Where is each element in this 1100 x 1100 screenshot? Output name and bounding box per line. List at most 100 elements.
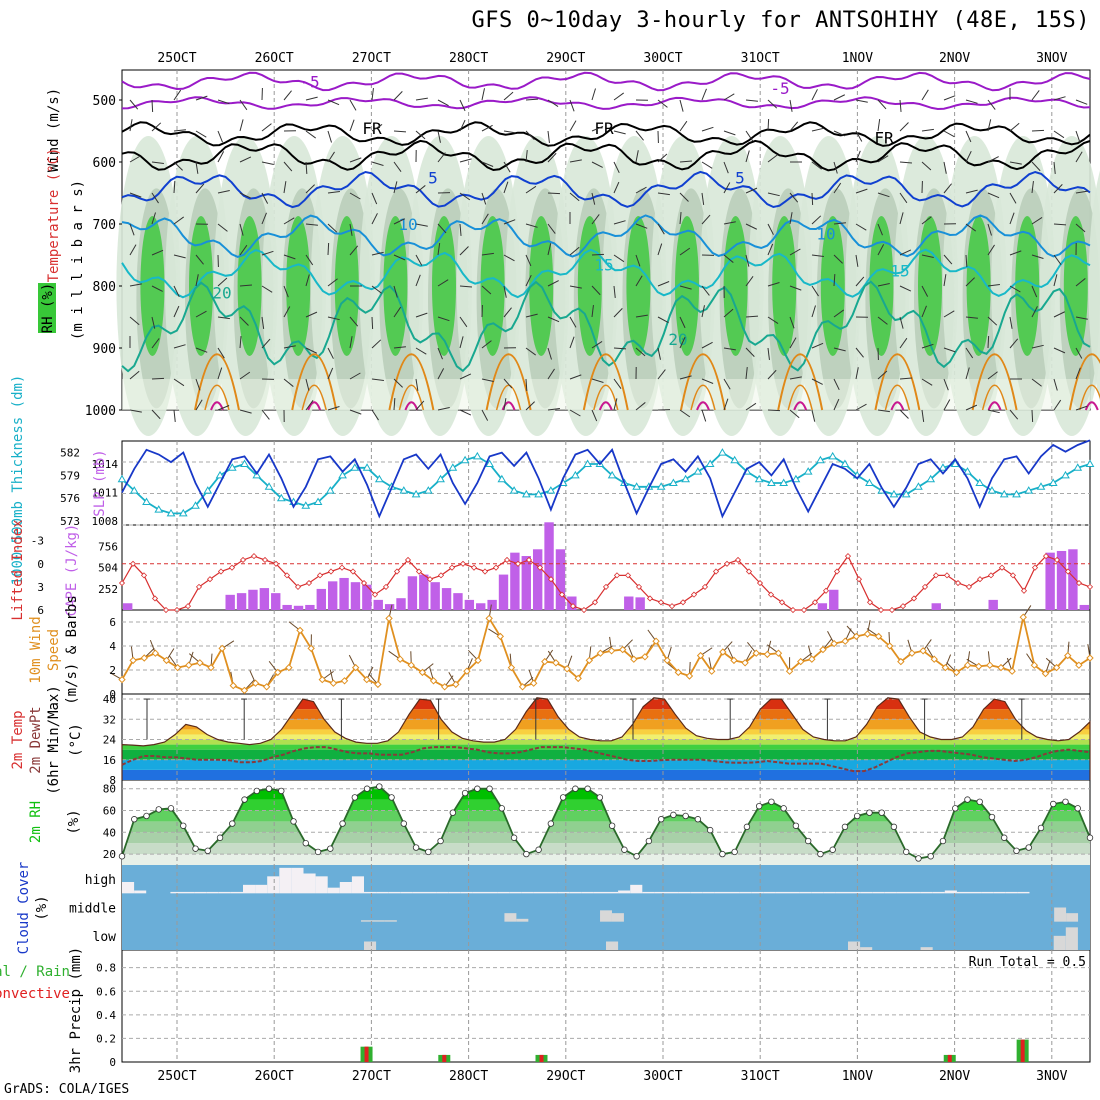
wind-barb: [679, 285, 692, 290]
wind-barb: [569, 316, 577, 328]
thickness-marker: [803, 467, 813, 475]
cloud-bar-high: [291, 867, 304, 894]
wind-barb: [151, 316, 156, 329]
wind10m-marker: [886, 642, 894, 650]
rh2m-marker: [559, 794, 567, 801]
wind-barb: [305, 274, 310, 287]
wind-barb: [481, 213, 489, 225]
slp-axis-label: SLP (mb): [92, 449, 108, 516]
contour-label: -5: [770, 79, 789, 98]
warm-contour: [1068, 353, 1100, 411]
rh-tick-label: 80: [103, 783, 116, 796]
wind-barb: [437, 368, 445, 380]
cape-bar: [510, 552, 520, 610]
contour-label: -5: [300, 73, 319, 92]
x-tick-label-top: 1NOV: [842, 51, 873, 66]
wind-barb: [371, 316, 374, 330]
wind10m-marker: [351, 663, 360, 672]
thickness-marker: [1061, 470, 1070, 479]
wind-barb: [195, 130, 207, 138]
wind-barb: [217, 99, 230, 105]
temp-band: [122, 699, 1090, 710]
wind-barb: [987, 192, 1000, 199]
temp-tick-label: 40: [103, 693, 116, 706]
x-tick-label-top: 29OCT: [546, 51, 585, 66]
wind-barb: [481, 409, 489, 421]
wind-barb: [481, 252, 494, 256]
precip-convective-bar: [539, 1054, 544, 1062]
wind-barb: [1053, 311, 1066, 318]
wind-barb: [635, 254, 641, 267]
precip-frame: [121, 949, 1091, 1063]
cloud-bar-middle: [372, 920, 385, 922]
precip-axis-label: 3hr Precip (mm): [68, 947, 84, 1073]
warm-contour: [388, 353, 435, 411]
wind-barb: [679, 120, 688, 132]
wind-barb: [547, 223, 556, 234]
precip-tick-label: 0: [109, 1056, 116, 1069]
wind-barb: [393, 254, 406, 261]
cloud-bar-high: [787, 891, 800, 894]
wind-barb: [943, 161, 947, 174]
wind-barb: [503, 161, 511, 173]
wind-barb: [239, 284, 252, 287]
wind-barb: [921, 216, 932, 225]
wind-barb: [173, 89, 182, 101]
rh2m-marker: [278, 787, 285, 795]
warm-contour: [680, 353, 726, 411]
wind-barb: [305, 399, 314, 411]
wind-barb: [855, 403, 867, 411]
wind-barb: [173, 285, 180, 298]
cloud-bar-high: [327, 887, 340, 894]
wind10m-marker: [418, 668, 427, 677]
lifted-index-marker: [668, 603, 676, 610]
wind-barb: [481, 88, 485, 101]
rh2m-marker: [903, 848, 910, 856]
x-tick-label-top: 31OCT: [741, 51, 780, 66]
thickness-marker: [191, 501, 200, 509]
wind-barb: [745, 402, 757, 411]
wind-barb: [503, 219, 516, 225]
chart-title: GFS 0~10day 3-hourly for ANTSOHIHY (48E,…: [471, 8, 1090, 33]
lifted-index-marker: [250, 553, 258, 560]
wind-barb: [503, 130, 516, 134]
wind-barb: [393, 285, 398, 298]
wind-barb: [899, 161, 912, 164]
lifted-index-marker: [789, 606, 797, 614]
wind-barb: [811, 378, 823, 385]
wind-barb: [1031, 254, 1044, 259]
cloud-bar-high: [279, 867, 292, 894]
wind10m-marker: [274, 668, 282, 677]
rh-area-moist: [918, 216, 942, 356]
wind10m-marker: [474, 656, 482, 665]
li-tick-label: 6: [37, 604, 44, 617]
wind10m-marker: [852, 632, 861, 641]
wind-barb: [459, 192, 471, 201]
wind10m-marker: [1041, 669, 1050, 678]
cape-bar: [441, 588, 452, 610]
wind-barb: [1075, 223, 1086, 233]
lifted-index-marker: [481, 568, 489, 575]
wind-barb: [459, 285, 472, 288]
thickness-marker: [607, 470, 617, 479]
wind-barb: [987, 284, 1000, 287]
cape-bar: [316, 588, 326, 610]
rh2m-marker: [376, 783, 383, 790]
rh2m-marker: [1001, 834, 1008, 841]
wind-barb: [635, 314, 648, 318]
cape-bar: [1045, 552, 1055, 610]
cloud-bar-high: [339, 882, 352, 894]
rh-area-moist: [966, 216, 991, 356]
cloud-bar-high: [727, 891, 740, 894]
wind-barb: [613, 347, 627, 350]
lifted-index-marker: [624, 572, 632, 579]
wind-barb: [327, 406, 340, 411]
wind-barb: [503, 398, 507, 411]
wind-barb: [195, 399, 203, 411]
wind10m-marker: [774, 649, 783, 657]
rh-area-moist: [675, 216, 699, 356]
wind-barb: [305, 96, 318, 101]
wind-barb: [1031, 378, 1042, 387]
wind10m-marker: [507, 663, 516, 672]
wind-barb: [657, 153, 668, 163]
